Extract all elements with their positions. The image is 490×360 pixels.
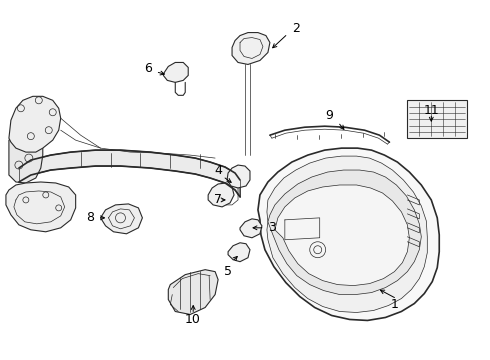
Text: 3: 3 [268, 221, 276, 234]
Text: 11: 11 [423, 104, 439, 117]
Polygon shape [275, 185, 409, 285]
Polygon shape [407, 100, 467, 138]
Polygon shape [240, 219, 262, 238]
Polygon shape [163, 62, 188, 82]
Text: 10: 10 [184, 313, 200, 326]
Text: 8: 8 [87, 211, 95, 224]
Polygon shape [208, 183, 234, 207]
Polygon shape [267, 156, 427, 312]
Polygon shape [9, 133, 43, 183]
Polygon shape [258, 148, 439, 320]
Polygon shape [228, 243, 250, 262]
Polygon shape [268, 170, 421, 294]
Polygon shape [168, 270, 218, 315]
Polygon shape [232, 32, 270, 64]
Text: 5: 5 [224, 265, 232, 278]
Polygon shape [100, 204, 143, 234]
Text: 2: 2 [292, 22, 300, 35]
Text: 4: 4 [214, 163, 222, 176]
Polygon shape [227, 165, 250, 188]
Text: 9: 9 [326, 109, 334, 122]
Text: 1: 1 [391, 298, 398, 311]
Polygon shape [9, 96, 61, 152]
Text: 6: 6 [145, 62, 152, 75]
Text: 7: 7 [214, 193, 222, 206]
Polygon shape [19, 150, 240, 197]
Polygon shape [6, 182, 75, 232]
